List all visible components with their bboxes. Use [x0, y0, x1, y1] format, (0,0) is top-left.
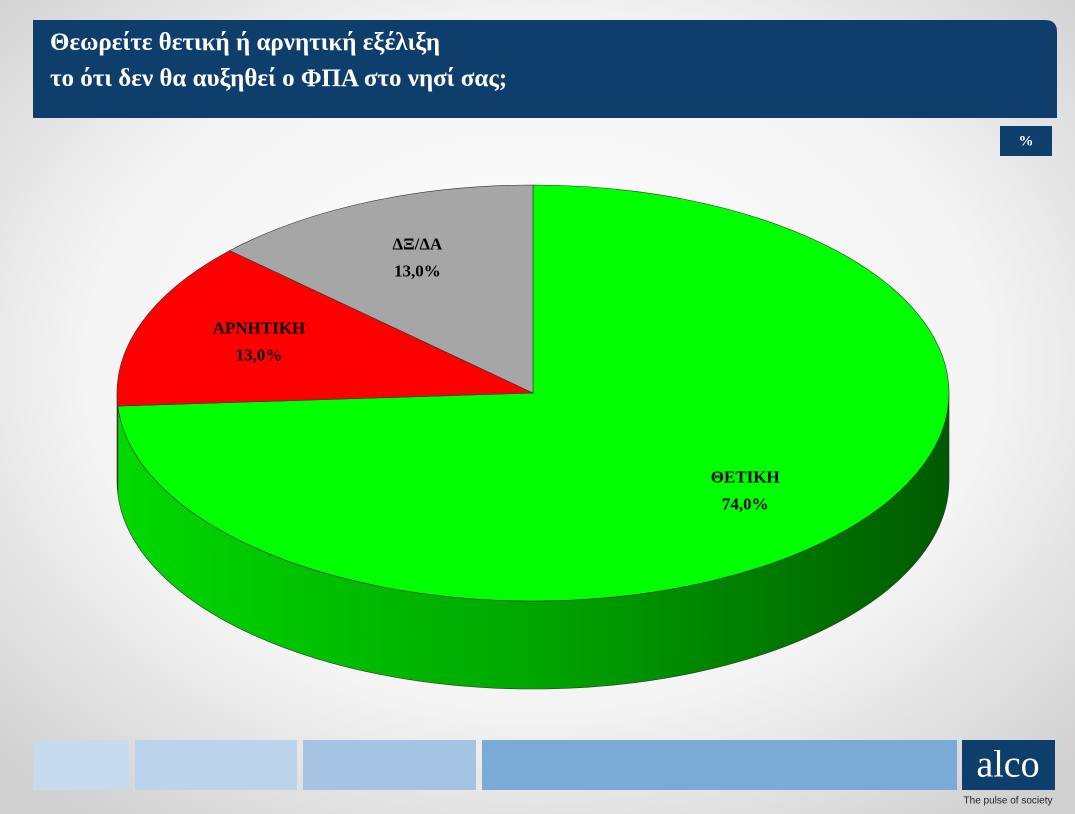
value-label: 74,0% [722, 495, 769, 514]
slice [229, 184, 534, 394]
title-line: το ότι δεν θα αυξηθεί ο ΦΠΑ στο νησί σας… [50, 65, 507, 92]
footer-bar [135, 740, 297, 790]
slice [116, 250, 534, 407]
footer-bar [303, 740, 476, 790]
value-label: 13,0% [394, 261, 441, 280]
unit-box [1000, 126, 1052, 156]
slice-side [116, 392, 119, 495]
title-bar [33, 20, 1057, 118]
pie: ΘΕΤΙΚΗ 74,0% ΑΡΝΗΤΙΚΗ 13,0% ΔΞ/ΔΑ 13,0% [116, 184, 950, 690]
logo: alco [976, 744, 1039, 786]
unit-label: % [1019, 133, 1034, 149]
slice-label: ΘΕΤΙΚΗ [711, 468, 780, 487]
slice-label: ΔΞ/ΔΑ [392, 234, 443, 253]
tagline: The pulse of society [964, 796, 1053, 807]
slice-label: ΑΡΝΗΤΙΚΗ [213, 319, 306, 338]
logo-box [962, 740, 1055, 790]
slice [117, 184, 950, 602]
title-line: Θεωρείτε θετική ή αρνητική εξέλιξη [50, 29, 440, 56]
footer-bar [482, 740, 957, 790]
value-label: 13,0% [236, 346, 283, 365]
footer-bar [33, 740, 129, 790]
